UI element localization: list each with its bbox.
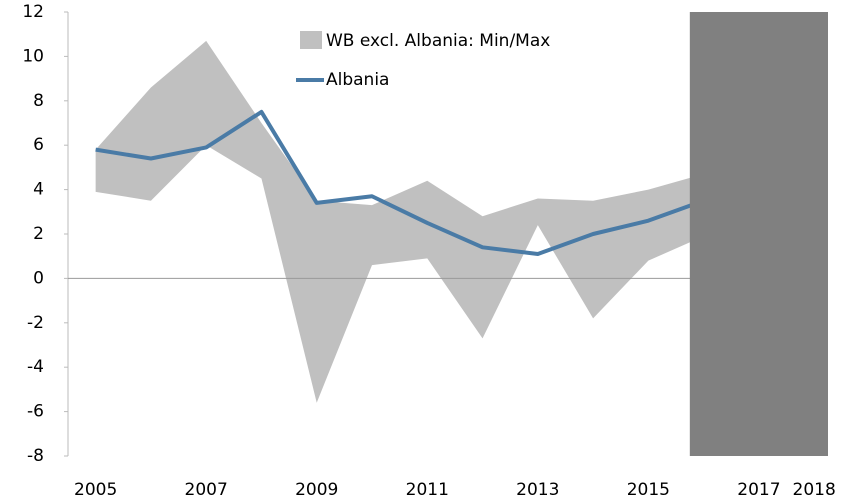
x-tick-label: 2007 bbox=[185, 480, 228, 500]
y-tick-label: 4 bbox=[33, 180, 44, 200]
y-tick-label: 6 bbox=[33, 135, 44, 155]
x-tick-label: 2013 bbox=[516, 480, 559, 500]
x-tick-label: 2005 bbox=[74, 480, 117, 500]
y-tick-label: 8 bbox=[33, 91, 44, 111]
legend-swatch bbox=[300, 31, 322, 49]
y-tick-label: -6 bbox=[27, 402, 44, 422]
y-tick-label: 10 bbox=[22, 46, 44, 66]
forecast-region bbox=[689, 12, 828, 456]
y-tick-label: 0 bbox=[33, 268, 44, 288]
x-tick-label: 2015 bbox=[627, 480, 670, 500]
y-tick-label: 12 bbox=[22, 2, 44, 22]
x-tick-label: 2017 bbox=[737, 480, 780, 500]
y-tick-label: 2 bbox=[33, 224, 44, 244]
y-tick-label: -4 bbox=[27, 357, 44, 377]
x-tick-label: 2011 bbox=[406, 480, 449, 500]
legend-label: WB excl. Albania: Min/Max bbox=[326, 31, 550, 51]
y-tick-label: -2 bbox=[27, 313, 44, 333]
legend-label: Albania bbox=[326, 70, 389, 90]
y-tick-label: -8 bbox=[27, 446, 44, 466]
x-tick-label: 2009 bbox=[295, 480, 338, 500]
min-max-band bbox=[95, 40, 704, 403]
x-tick-label: 2018 bbox=[793, 480, 836, 500]
line-series bbox=[95, 109, 705, 256]
